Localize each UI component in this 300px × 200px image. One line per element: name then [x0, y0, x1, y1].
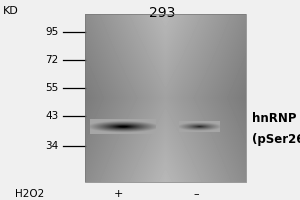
Text: (pSer260): (pSer260) — [252, 134, 300, 146]
Text: 95: 95 — [45, 27, 58, 37]
Text: 43: 43 — [45, 111, 58, 121]
Text: 293: 293 — [149, 6, 175, 20]
Bar — [85, 14, 246, 182]
Text: 55: 55 — [45, 83, 58, 93]
Text: 34: 34 — [45, 141, 58, 151]
Text: 72: 72 — [45, 55, 58, 65]
Text: H2O2: H2O2 — [15, 189, 44, 199]
Text: hnRNP C1/2: hnRNP C1/2 — [252, 112, 300, 124]
Text: –: – — [194, 189, 199, 199]
Text: +: + — [114, 189, 123, 199]
Text: KD: KD — [3, 6, 19, 16]
